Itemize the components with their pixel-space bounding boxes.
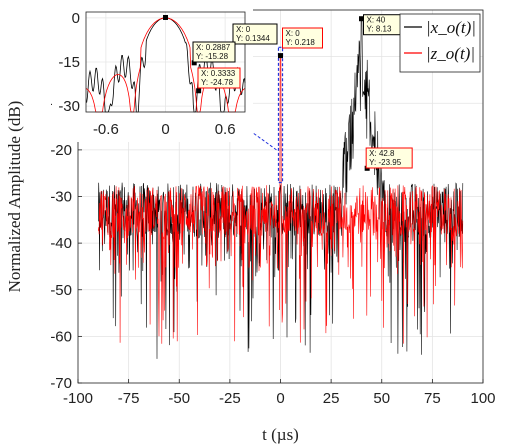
main-ticks: -100-75-50-250255075100100-10-20-30-40-5…	[50, 2, 495, 407]
inset-y-tick-label: 0	[72, 10, 80, 27]
series-line-x-o	[98, 18, 464, 359]
x-tick-label: 100	[470, 390, 495, 407]
inset-tip-black-marker	[191, 60, 197, 66]
inset-tip-black-x-text: X: 0.2887	[196, 43, 231, 52]
inset-tip-red-marker	[196, 88, 202, 94]
y-axis-label: Normalized Amplitude (dB)	[5, 101, 24, 293]
y-tick-label: -70	[50, 375, 72, 392]
y-tick-label: -60	[50, 328, 72, 345]
x-tick-label: 0	[276, 390, 284, 407]
x-tick-label: -75	[118, 390, 140, 407]
inset-frame	[85, 11, 246, 113]
inset-tip-mainlobe-y-text: Y: 0.1344	[236, 34, 270, 43]
legend-label: |x_o(t)|	[426, 18, 476, 37]
inset-x-tick-label: 0	[161, 121, 169, 138]
x-tick-label: -25	[219, 390, 241, 407]
x-tick-label: -50	[168, 390, 190, 407]
inset-tip-mainlobe-box	[232, 23, 278, 45]
y-tick-label: -50	[50, 282, 72, 299]
tip-sidelobe-y-text: Y: -23.95	[369, 158, 402, 167]
inset-y-tick-label: -30	[58, 98, 80, 115]
inset-x-tick-label: 0.6	[215, 121, 236, 138]
main-data-tips: X: 40Y: 8.13 X: 0Y: 0.218 X: 42.8Y: -23.95	[278, 14, 413, 171]
tip-sidelobe-x-text: X: 42.8	[369, 149, 395, 158]
x-tick-label: 75	[424, 390, 441, 407]
inset-tip-red-y-text: Y: -24.78	[201, 78, 234, 87]
legend: |x_o(t)| |z_o(t)|	[399, 13, 481, 73]
inset-tip-red-x-text: X: 0.3333	[201, 69, 236, 78]
tip-peak-z-marker	[278, 53, 283, 59]
legend-box	[399, 13, 481, 73]
tip-peak-z-x-text: X: 0	[286, 29, 301, 38]
inset-y-tick-label: -15	[58, 54, 80, 71]
tip-peak-x-y-text: Y: 8.13	[367, 25, 392, 34]
tip-peak-x-marker	[359, 16, 364, 22]
tip-sidelobe-box	[365, 147, 413, 169]
inset-tip-mainlobe-x-text: X: 0	[236, 25, 251, 34]
x-tick-label: -100	[63, 390, 93, 407]
y-tick-label: -40	[50, 235, 72, 252]
zoom-box	[277, 46, 284, 184]
x-tick-label: 50	[373, 390, 390, 407]
inset-tip-red-box	[197, 67, 241, 89]
inset-tip-black-y-text: Y: -15.28	[196, 52, 229, 61]
x-axis-label: t (µs)	[262, 425, 299, 444]
inset-tip-mainlobe-marker	[163, 14, 168, 20]
inset-x-tick-label: -0.6	[93, 121, 119, 138]
inset-tip-black-box	[192, 41, 236, 63]
tip-peak-z-box	[282, 27, 323, 49]
y-tick-label: -20	[50, 142, 72, 159]
tip-peak-x-x-text: X: 40	[367, 16, 386, 25]
x-tick-label: 25	[323, 390, 340, 407]
legend-label: |z_o(t)|	[426, 44, 475, 63]
y-tick-label: -30	[50, 189, 72, 206]
tip-peak-z-y-text: Y: 0.218	[286, 38, 316, 47]
